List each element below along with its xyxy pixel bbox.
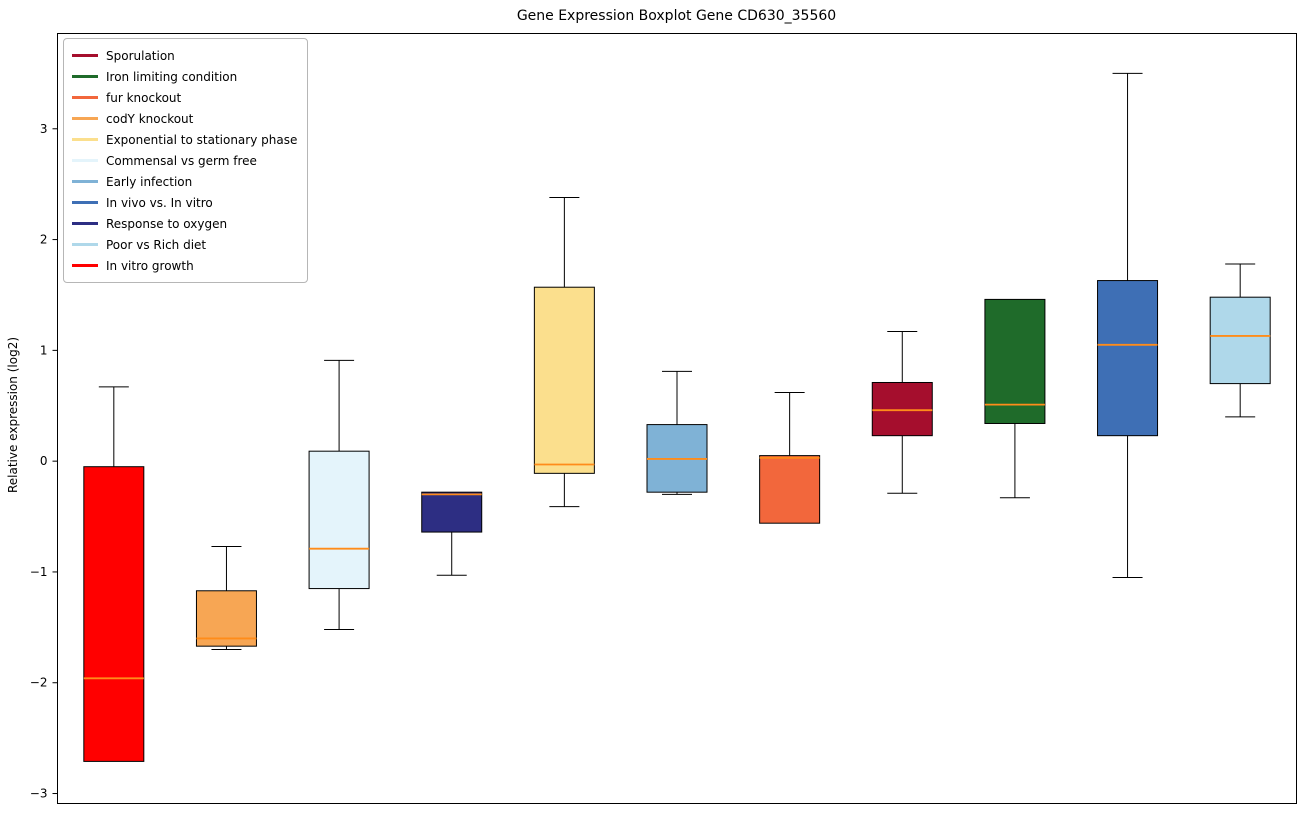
legend-swatch (72, 222, 98, 225)
boxplot-box (195, 590, 257, 647)
legend-swatch (72, 159, 98, 162)
boxplot-box (871, 381, 933, 437)
legend-label: Sporulation (106, 48, 175, 63)
y-tick-label: 1 (40, 343, 48, 357)
legend-item: Sporulation (72, 45, 297, 66)
y-tick-label: −2 (30, 676, 48, 690)
legend-label: Poor vs Rich diet (106, 237, 207, 252)
legend-item: fur knockout (72, 87, 297, 108)
y-tick-label: −3 (30, 787, 48, 801)
legend-label: Exponential to stationary phase (106, 132, 298, 147)
legend-label: fur knockout (106, 90, 182, 105)
boxplot-box (83, 466, 145, 762)
y-tick-label: −1 (30, 565, 48, 579)
legend-swatch (72, 180, 98, 183)
legend-label: In vitro growth (106, 258, 194, 273)
legend-label: Commensal vs germ free (106, 153, 257, 168)
legend-item: codY knockout (72, 108, 297, 129)
legend-label: Iron limiting condition (106, 69, 238, 84)
legend: Sporulation Iron limiting condition fur kn… (63, 38, 309, 283)
y-tick-label: 3 (40, 122, 48, 136)
legend-label: Response to oxygen (106, 216, 228, 231)
boxplot-box (1097, 280, 1159, 437)
boxplot-box (308, 450, 370, 590)
legend-swatch (72, 264, 98, 267)
legend-swatch (72, 96, 98, 99)
legend-swatch (72, 117, 98, 120)
legend-item: Commensal vs germ free (72, 150, 297, 171)
legend-swatch (72, 201, 98, 204)
legend-swatch (72, 138, 98, 141)
boxplot-box (533, 286, 595, 474)
y-axis-label: Relative expression (log2) (6, 336, 20, 494)
legend-swatch (72, 243, 98, 246)
y-tick-label: 2 (40, 233, 48, 247)
legend-item: Exponential to stationary phase (72, 129, 297, 150)
y-tick-label: 0 (40, 454, 48, 468)
legend-swatch (72, 54, 98, 57)
legend-item: In vitro growth (72, 255, 297, 276)
legend-label: codY knockout (106, 111, 194, 126)
legend-item: Response to oxygen (72, 213, 297, 234)
boxplot-box (984, 298, 1046, 424)
legend-item: Early infection (72, 171, 297, 192)
legend-item: In vivo vs. In vitro (72, 192, 297, 213)
chart-title: Gene Expression Boxplot Gene CD630_35560 (516, 8, 837, 24)
legend-label: Early infection (106, 174, 193, 189)
legend-label: In vivo vs. In vitro (106, 195, 213, 210)
legend-item: Poor vs Rich diet (72, 234, 297, 255)
boxplot-box (421, 491, 483, 533)
legend-swatch (72, 75, 98, 78)
legend-item: Iron limiting condition (72, 66, 297, 87)
boxplot-box (1209, 296, 1271, 385)
axes-frame (57, 33, 1297, 804)
boxplot-box (759, 455, 821, 524)
